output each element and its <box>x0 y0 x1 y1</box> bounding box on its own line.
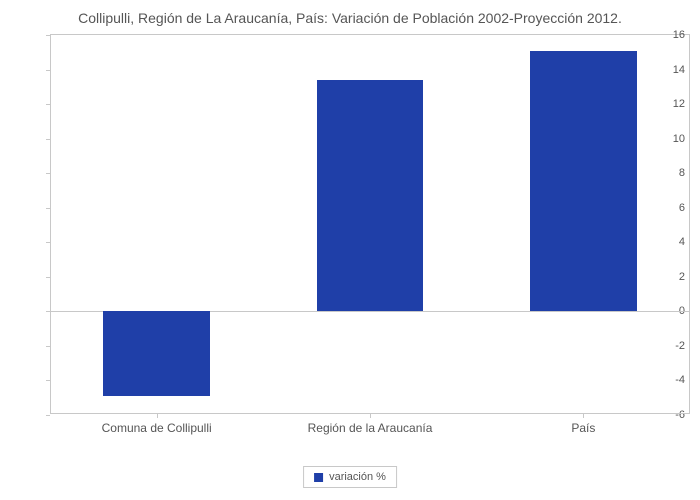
y-tick-mark <box>46 242 50 243</box>
y-tick-label: 14 <box>673 64 685 76</box>
x-category-label: Comuna de Collipulli <box>102 421 212 435</box>
y-tick-mark <box>46 346 50 347</box>
y-tick-label: -2 <box>675 340 685 352</box>
y-tick-label: 10 <box>673 133 685 145</box>
y-tick-mark <box>46 277 50 278</box>
bar <box>530 51 637 312</box>
y-tick-mark <box>46 208 50 209</box>
y-tick-mark <box>46 380 50 381</box>
y-tick-mark <box>46 139 50 140</box>
y-tick-mark <box>46 70 50 71</box>
y-tick-label: 8 <box>679 167 685 179</box>
y-tick-label: 6 <box>679 202 685 214</box>
plot-area: 1614121086420-2-4-6 Comuna de Collipulli… <box>50 34 690 414</box>
legend-swatch <box>314 473 323 482</box>
y-tick-label: -6 <box>675 409 685 421</box>
y-tick-mark <box>46 35 50 36</box>
bar <box>103 311 210 396</box>
chart-title: Collipulli, Región de La Araucanía, País… <box>20 10 680 26</box>
y-tick-mark <box>46 173 50 174</box>
x-tick-mark <box>583 414 584 418</box>
x-category-label: País <box>571 421 595 435</box>
legend-label: variación % <box>329 471 386 483</box>
chart-container: Collipulli, Región de La Araucanía, País… <box>0 0 700 500</box>
y-tick-label: 4 <box>679 236 685 248</box>
y-tick-label: -4 <box>675 374 685 386</box>
bar <box>317 80 424 311</box>
x-tick-mark <box>370 414 371 418</box>
y-axis-line <box>50 35 51 414</box>
x-tick-mark <box>157 414 158 418</box>
y-tick-mark <box>46 104 50 105</box>
x-category-label: Región de la Araucanía <box>308 421 433 435</box>
legend: variación % <box>303 466 397 488</box>
y-tick-label: 12 <box>673 98 685 110</box>
y-tick-mark <box>46 415 50 416</box>
y-tick-label: 16 <box>673 29 685 41</box>
y-tick-label: 2 <box>679 271 685 283</box>
